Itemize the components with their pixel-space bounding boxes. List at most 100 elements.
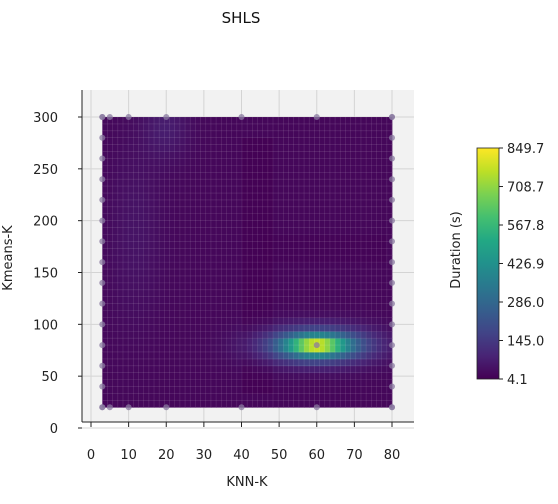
heatmap-cell [366, 193, 372, 200]
heatmap-cell [211, 366, 217, 373]
heatmap-cell [128, 359, 134, 366]
heatmap-cell [294, 124, 300, 131]
heatmap-cell [325, 331, 331, 338]
heatmap-cell [154, 214, 160, 221]
heatmap-cell [118, 193, 124, 200]
heatmap-cell [232, 304, 238, 311]
heatmap-cell [185, 290, 191, 297]
heatmap-cell [190, 138, 196, 145]
heatmap-cell [283, 297, 289, 304]
heatmap-cell [361, 145, 367, 152]
heatmap-cell [154, 283, 160, 290]
heatmap-cell [226, 179, 232, 186]
x-tick-label: 70 [346, 448, 363, 463]
heatmap-cell [257, 234, 263, 241]
heatmap-cell [118, 145, 124, 152]
heatmap-cell [320, 165, 326, 172]
heatmap-cell [345, 152, 351, 159]
heatmap-cell [283, 331, 289, 338]
heatmap-cell [123, 193, 129, 200]
heatmap-cell [216, 117, 222, 124]
heatmap-cell [252, 255, 258, 262]
heatmap-cell [366, 387, 372, 394]
heatmap-cell [149, 124, 155, 131]
heatmap-cell [366, 248, 372, 255]
heatmap-cell [175, 345, 181, 352]
heatmap-cell [330, 228, 336, 235]
heatmap-cell [382, 262, 388, 269]
heatmap-cell [257, 214, 263, 221]
heatmap-cell [107, 158, 113, 165]
heatmap-cell [294, 331, 300, 338]
heatmap-cell [356, 228, 362, 235]
heatmap-cell [201, 221, 207, 228]
heatmap-cell [154, 331, 160, 338]
heatmap-cell [309, 324, 315, 331]
heatmap-cell [299, 324, 305, 331]
heatmap-cell [102, 207, 108, 214]
heatmap-cell [376, 221, 382, 228]
heatmap-cell [206, 345, 212, 352]
heatmap-cell [376, 124, 382, 131]
heatmap-cell [216, 297, 222, 304]
heatmap-cell [371, 207, 377, 214]
heatmap-cell [102, 145, 108, 152]
heatmap-cell [382, 172, 388, 179]
heatmap-cell [118, 297, 124, 304]
heatmap-cell [170, 324, 176, 331]
heatmap-cell [345, 117, 351, 124]
heatmap-cell [180, 304, 186, 311]
heatmap-cell [144, 345, 150, 352]
heatmap-cell [273, 138, 279, 145]
heatmap-cell [190, 387, 196, 394]
heatmap-cell [113, 380, 119, 387]
heatmap-cell [175, 352, 181, 359]
heatmap-cell [201, 311, 207, 318]
heatmap-cell [330, 200, 336, 207]
heatmap-cell [123, 380, 129, 387]
heatmap-cell [304, 158, 310, 165]
heatmap-cell [304, 366, 310, 373]
heatmap-cell [268, 311, 274, 318]
heatmap-cell [278, 241, 284, 248]
heatmap-cell [314, 158, 320, 165]
heatmap-cell [345, 172, 351, 179]
heatmap-cell [237, 131, 243, 138]
heatmap-cell [216, 262, 222, 269]
heatmap-cell [335, 138, 341, 145]
heatmap-cell [376, 304, 382, 311]
heatmap-cell [154, 241, 160, 248]
heatmap-cell [299, 228, 305, 235]
heatmap-cell [361, 255, 367, 262]
heatmap-cell [366, 131, 372, 138]
heatmap-cell [273, 290, 279, 297]
heatmap-cell [133, 324, 139, 331]
heatmap-cell [180, 255, 186, 262]
heatmap-cell [113, 145, 119, 152]
heatmap-cell [278, 304, 284, 311]
heatmap-cell [351, 400, 357, 407]
heatmap-cell [268, 248, 274, 255]
heatmap-cell [361, 290, 367, 297]
heatmap-cell [294, 186, 300, 193]
heatmap-cell [242, 186, 248, 193]
heatmap-cell [263, 400, 269, 407]
heatmap-cell [232, 200, 238, 207]
heatmap-cell [273, 241, 279, 248]
heatmap-cell [382, 152, 388, 159]
heatmap-cell [216, 193, 222, 200]
heatmap-cell [283, 186, 289, 193]
heatmap-cell [216, 276, 222, 283]
heatmap-cell [185, 200, 191, 207]
heatmap-cell [133, 221, 139, 228]
heatmap-cell [376, 138, 382, 145]
heatmap-cell [252, 324, 258, 331]
heatmap-cell [170, 234, 176, 241]
heatmap-cell [154, 387, 160, 394]
heatmap-cell [314, 393, 320, 400]
heatmap-cell [216, 324, 222, 331]
heatmap-cell [206, 380, 212, 387]
heatmap-cell [289, 124, 295, 131]
heatmap-cell [107, 255, 113, 262]
heatmap-cell [195, 228, 201, 235]
